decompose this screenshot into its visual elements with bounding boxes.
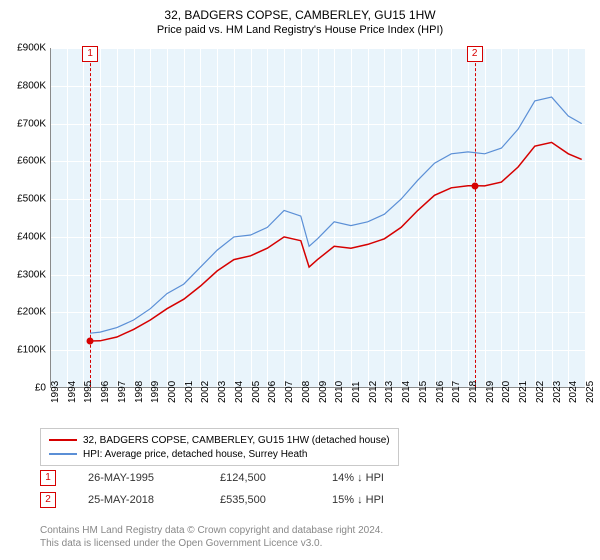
event-delta: 15% ↓ HPI [332,494,384,506]
event-delta: 14% ↓ HPI [332,472,384,484]
xtick-label: 2001 [184,373,195,403]
event-marker: 2 [40,492,56,508]
legend-swatch [49,453,77,455]
xtick-label: 2024 [568,373,579,403]
legend-label: 32, BADGERS COPSE, CAMBERLEY, GU15 1HW (… [83,435,390,446]
xtick-label: 2019 [485,373,496,403]
chart-subtitle: Price paid vs. HM Land Registry's House … [0,22,600,36]
footer: Contains HM Land Registry data © Crown c… [40,524,383,550]
ytick-label: £100K [2,345,46,356]
xtick-label: 2016 [435,373,446,403]
marker-line-2 [475,48,476,388]
series-hpi [90,97,582,333]
series-property [90,142,582,341]
legend-item: 32, BADGERS COPSE, CAMBERLEY, GU15 1HW (… [49,433,390,447]
xtick-label: 2012 [368,373,379,403]
xtick-label: 2018 [468,373,479,403]
xtick-label: 2008 [301,373,312,403]
gridline-v [585,48,586,388]
ytick-label: £500K [2,194,46,205]
xtick-label: 1999 [150,373,161,403]
marker-dot-1 [87,337,94,344]
legend-item: HPI: Average price, detached house, Surr… [49,447,390,461]
xtick-label: 2015 [418,373,429,403]
event-price: £124,500 [220,472,300,484]
event-row: 2 25-MAY-2018 £535,500 15% ↓ HPI [40,492,384,508]
xtick-label: 2004 [234,373,245,403]
event-date: 25-MAY-2018 [88,494,188,506]
xtick-label: 2007 [284,373,295,403]
xtick-label: 2023 [552,373,563,403]
xtick-label: 2006 [267,373,278,403]
event-date: 26-MAY-1995 [88,472,188,484]
xtick-label: 2022 [535,373,546,403]
legend-label: HPI: Average price, detached house, Surr… [83,449,307,460]
xtick-label: 2000 [167,373,178,403]
xtick-label: 1994 [67,373,78,403]
event-marker: 1 [40,470,56,486]
line-plot [50,48,585,388]
ytick-label: £0 [2,383,46,394]
legend: 32, BADGERS COPSE, CAMBERLEY, GU15 1HW (… [40,428,399,466]
xtick-label: 1993 [50,373,61,403]
footer-line-1: Contains HM Land Registry data © Crown c… [40,524,383,537]
ytick-label: £600K [2,156,46,167]
ytick-label: £800K [2,80,46,91]
xtick-label: 2025 [585,373,596,403]
legend-swatch [49,439,77,441]
y-axis [50,48,51,388]
xtick-label: 2020 [501,373,512,403]
xtick-label: 2011 [351,373,362,403]
chart-container: 32, BADGERS COPSE, CAMBERLEY, GU15 1HW P… [0,0,600,560]
plot-area: 12 £0£100K£200K£300K£400K£500K£600K£700K… [50,48,585,388]
ytick-label: £900K [2,43,46,54]
chart-title: 32, BADGERS COPSE, CAMBERLEY, GU15 1HW [0,0,600,22]
event-price: £535,500 [220,494,300,506]
xtick-label: 2013 [384,373,395,403]
marker-dot-2 [471,182,478,189]
ytick-label: £400K [2,231,46,242]
event-table: 1 26-MAY-1995 £124,500 14% ↓ HPI 2 25-MAY-201… [40,470,384,514]
xtick-label: 2014 [401,373,412,403]
footer-line-2: This data is licensed under the Open Gov… [40,537,383,550]
xtick-label: 1995 [83,373,94,403]
event-row: 1 26-MAY-1995 £124,500 14% ↓ HPI [40,470,384,486]
xtick-label: 2021 [518,373,529,403]
xtick-label: 1997 [117,373,128,403]
ytick-label: £700K [2,118,46,129]
xtick-label: 2003 [217,373,228,403]
xtick-label: 1998 [134,373,145,403]
ytick-label: £200K [2,307,46,318]
marker-label-2: 2 [467,46,483,62]
ytick-label: £300K [2,269,46,280]
marker-label-1: 1 [82,46,98,62]
xtick-label: 1996 [100,373,111,403]
xtick-label: 2005 [251,373,262,403]
xtick-label: 2010 [334,373,345,403]
xtick-label: 2017 [451,373,462,403]
xtick-label: 2002 [200,373,211,403]
xtick-label: 2009 [318,373,329,403]
